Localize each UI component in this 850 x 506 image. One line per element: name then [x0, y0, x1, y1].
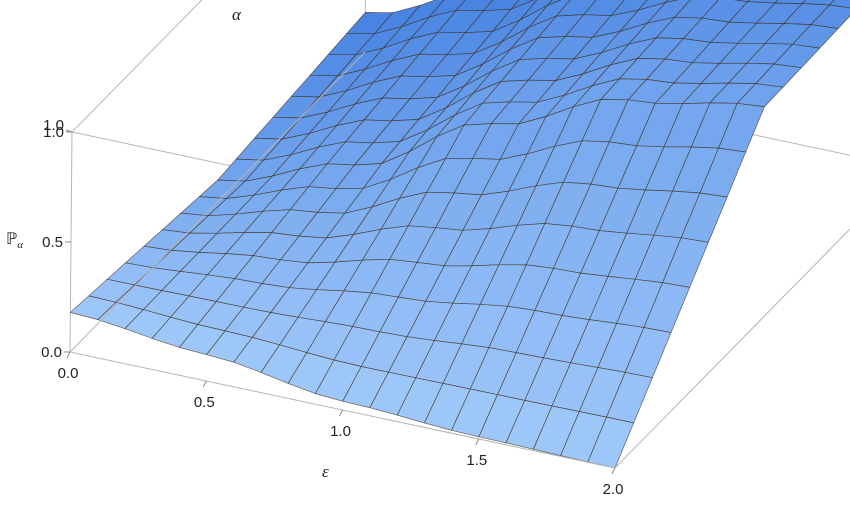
x-tick-mark — [339, 409, 343, 417]
z-tick-label: 1.0 — [43, 124, 64, 141]
y-tick-label: 1.0 — [43, 117, 64, 134]
x-tick-label: 0.0 — [58, 365, 79, 382]
box-edge — [71, 0, 203, 133]
x-axis-label: ε — [322, 462, 329, 481]
x-tick-mark — [202, 380, 207, 388]
box-edge — [69, 51, 366, 353]
surface-patch — [828, 0, 850, 9]
box-edge — [614, 228, 850, 469]
x-tick-label: 0.5 — [194, 394, 215, 411]
surface-patch — [69, 295, 117, 320]
axis-ticks: 0.00.51.01.52.00.00.51.00.00.51.0 — [41, 117, 624, 498]
x-tick-mark — [611, 467, 616, 475]
surface — [69, 0, 850, 469]
x-tick-mark — [475, 438, 480, 446]
z-tick-label: 0.5 — [42, 234, 63, 251]
x-tick-mark — [66, 351, 71, 359]
x-tick-label: 1.0 — [330, 423, 351, 440]
x-tick-label: 2.0 — [603, 481, 624, 498]
y-axis-label: α — [232, 5, 242, 24]
z-axis-label: ℙα — [6, 231, 23, 251]
z-tick-label: 0.0 — [41, 344, 62, 361]
x-tick-label: 1.5 — [466, 452, 487, 469]
